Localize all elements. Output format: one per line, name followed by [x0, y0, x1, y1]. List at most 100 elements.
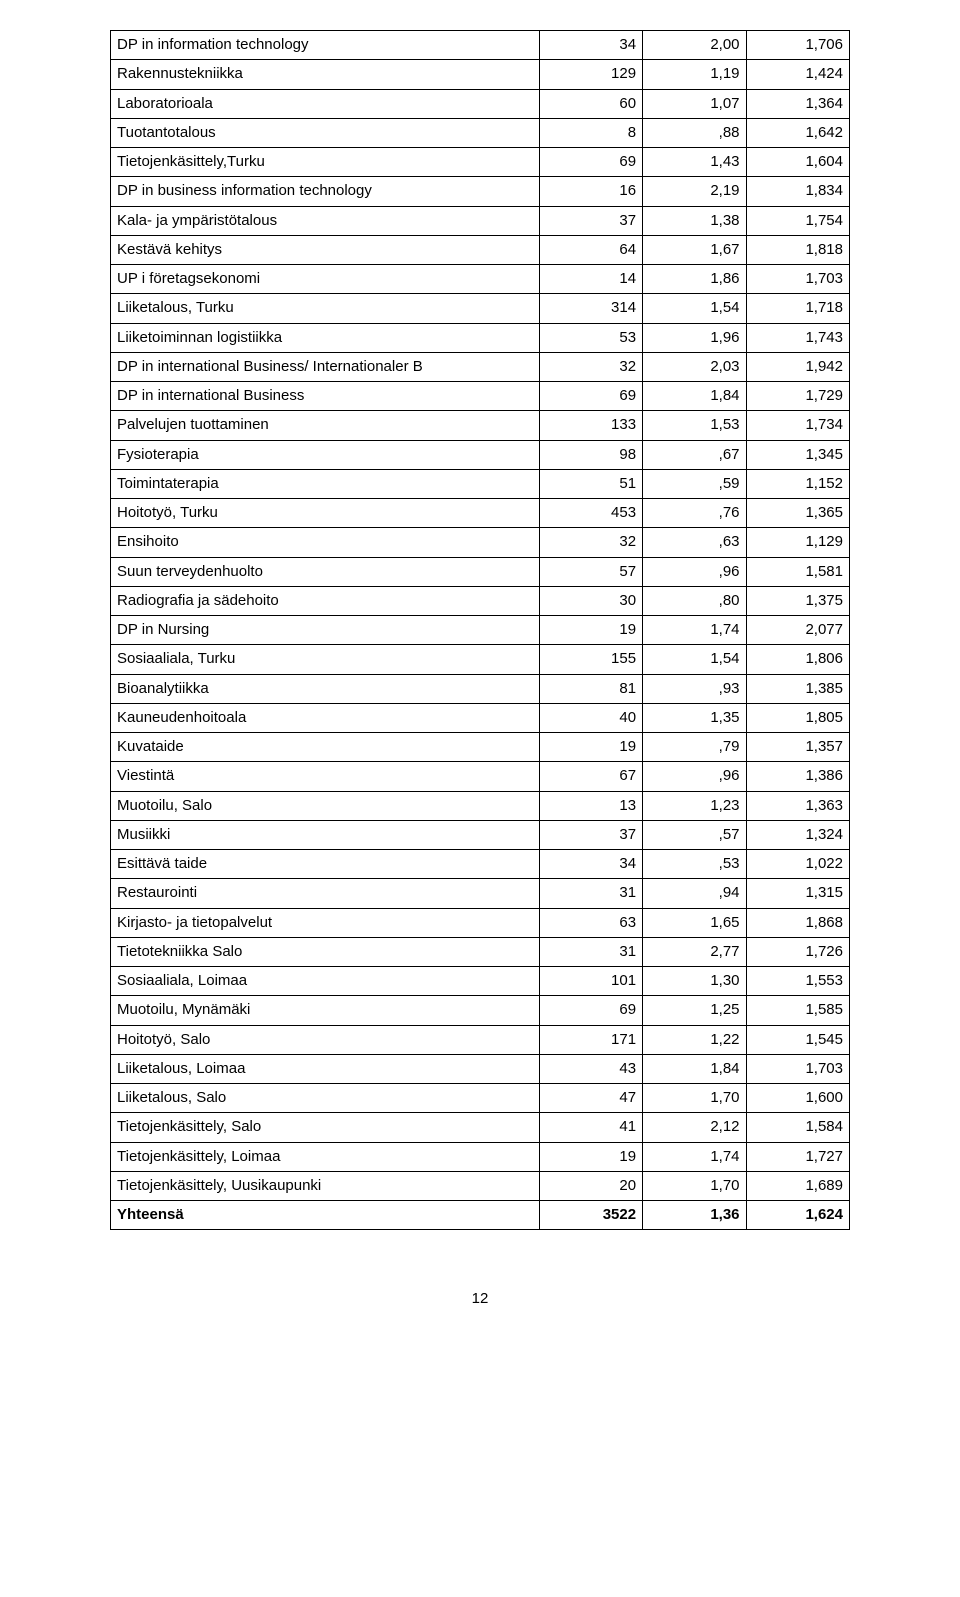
- cell-c1: 129: [539, 60, 642, 89]
- cell-c2: 1,35: [643, 703, 746, 732]
- table-row: Esittävä taide34,531,022: [111, 850, 850, 879]
- cell-c2: 1,54: [643, 645, 746, 674]
- cell-c3: 1,703: [746, 265, 849, 294]
- cell-label: Tietojenkäsittely,Turku: [111, 148, 540, 177]
- cell-c3: 1,624: [746, 1201, 849, 1230]
- cell-label: Tietojenkäsittely, Uusikaupunki: [111, 1171, 540, 1200]
- table-row: Hoitotyö, Turku453,761,365: [111, 499, 850, 528]
- cell-label: Laboratorioala: [111, 89, 540, 118]
- cell-c3: 2,077: [746, 616, 849, 645]
- table-row: Yhteensä35221,361,624: [111, 1201, 850, 1230]
- cell-c3: 1,734: [746, 411, 849, 440]
- cell-c2: 1,74: [643, 1142, 746, 1171]
- cell-c3: 1,315: [746, 879, 849, 908]
- cell-c1: 60: [539, 89, 642, 118]
- cell-c3: 1,129: [746, 528, 849, 557]
- table-row: Bioanalytiikka81,931,385: [111, 674, 850, 703]
- cell-c1: 40: [539, 703, 642, 732]
- cell-label: Viestintä: [111, 762, 540, 791]
- cell-label: Tuotantotalous: [111, 118, 540, 147]
- cell-label: Rakennustekniikka: [111, 60, 540, 89]
- cell-c2: ,96: [643, 557, 746, 586]
- table-row: Suun terveydenhuolto57,961,581: [111, 557, 850, 586]
- cell-label: Kestävä kehitys: [111, 235, 540, 264]
- cell-c1: 13: [539, 791, 642, 820]
- cell-c1: 51: [539, 469, 642, 498]
- table-row: Tietotekniikka Salo312,771,726: [111, 937, 850, 966]
- cell-label: Musiikki: [111, 820, 540, 849]
- cell-c2: 2,00: [643, 31, 746, 60]
- cell-label: Suun terveydenhuolto: [111, 557, 540, 586]
- table-row: Viestintä67,961,386: [111, 762, 850, 791]
- table-row: Liiketalous, Turku3141,541,718: [111, 294, 850, 323]
- page-number: 12: [110, 1290, 850, 1307]
- cell-c2: ,57: [643, 820, 746, 849]
- data-table: DP in information technology342,001,706R…: [110, 30, 850, 1230]
- cell-c2: 1,30: [643, 967, 746, 996]
- cell-c2: 1,19: [643, 60, 746, 89]
- cell-label: DP in business information technology: [111, 177, 540, 206]
- cell-c3: 1,365: [746, 499, 849, 528]
- cell-c2: 2,77: [643, 937, 746, 966]
- table-row: Hoitotyö, Salo1711,221,545: [111, 1025, 850, 1054]
- cell-c1: 31: [539, 937, 642, 966]
- cell-c1: 64: [539, 235, 642, 264]
- cell-label: Restaurointi: [111, 879, 540, 908]
- cell-label: Tietojenkäsittely, Salo: [111, 1113, 540, 1142]
- cell-c3: 1,386: [746, 762, 849, 791]
- table-row: DP in information technology342,001,706: [111, 31, 850, 60]
- cell-c3: 1,424: [746, 60, 849, 89]
- table-row: Muotoilu, Salo131,231,363: [111, 791, 850, 820]
- cell-c1: 101: [539, 967, 642, 996]
- table-row: DP in Nursing191,742,077: [111, 616, 850, 645]
- cell-c2: ,80: [643, 586, 746, 615]
- cell-c3: 1,600: [746, 1084, 849, 1113]
- cell-c3: 1,726: [746, 937, 849, 966]
- cell-c3: 1,718: [746, 294, 849, 323]
- cell-c3: 1,818: [746, 235, 849, 264]
- cell-c1: 19: [539, 733, 642, 762]
- cell-label: Liiketoiminnan logistiikka: [111, 323, 540, 352]
- table-row: Kala- ja ympäristötalous371,381,754: [111, 206, 850, 235]
- cell-c3: 1,689: [746, 1171, 849, 1200]
- cell-c2: ,88: [643, 118, 746, 147]
- cell-label: Muotoilu, Mynämäki: [111, 996, 540, 1025]
- cell-c2: 1,22: [643, 1025, 746, 1054]
- cell-c3: 1,375: [746, 586, 849, 615]
- table-row: Palvelujen tuottaminen1331,531,734: [111, 411, 850, 440]
- table-row: Tietojenkäsittely, Loimaa191,741,727: [111, 1142, 850, 1171]
- cell-c1: 69: [539, 996, 642, 1025]
- table-row: Toimintaterapia51,591,152: [111, 469, 850, 498]
- cell-c2: 1,74: [643, 616, 746, 645]
- table-row: Kestävä kehitys641,671,818: [111, 235, 850, 264]
- cell-c3: 1,363: [746, 791, 849, 820]
- cell-c3: 1,729: [746, 382, 849, 411]
- cell-c2: ,59: [643, 469, 746, 498]
- cell-c1: 314: [539, 294, 642, 323]
- cell-c2: ,94: [643, 879, 746, 908]
- cell-c2: 1,38: [643, 206, 746, 235]
- cell-c2: 2,03: [643, 352, 746, 381]
- cell-c1: 37: [539, 206, 642, 235]
- table-row: Sosiaaliala, Loimaa1011,301,553: [111, 967, 850, 996]
- cell-label: Palvelujen tuottaminen: [111, 411, 540, 440]
- cell-c2: ,79: [643, 733, 746, 762]
- cell-c2: 1,70: [643, 1171, 746, 1200]
- cell-c1: 31: [539, 879, 642, 908]
- cell-c1: 53: [539, 323, 642, 352]
- cell-label: Sosiaaliala, Turku: [111, 645, 540, 674]
- table-row: Tietojenkäsittely, Salo412,121,584: [111, 1113, 850, 1142]
- table-row: Liiketalous, Loimaa431,841,703: [111, 1054, 850, 1083]
- cell-label: Liiketalous, Loimaa: [111, 1054, 540, 1083]
- cell-label: DP in Nursing: [111, 616, 540, 645]
- cell-c3: 1,703: [746, 1054, 849, 1083]
- cell-c1: 133: [539, 411, 642, 440]
- cell-c3: 1,604: [746, 148, 849, 177]
- table-row: Tuotantotalous8,881,642: [111, 118, 850, 147]
- table-row: Sosiaaliala, Turku1551,541,806: [111, 645, 850, 674]
- cell-c2: ,93: [643, 674, 746, 703]
- cell-c2: 1,96: [643, 323, 746, 352]
- cell-c2: 1,23: [643, 791, 746, 820]
- cell-c2: ,63: [643, 528, 746, 557]
- cell-c2: ,96: [643, 762, 746, 791]
